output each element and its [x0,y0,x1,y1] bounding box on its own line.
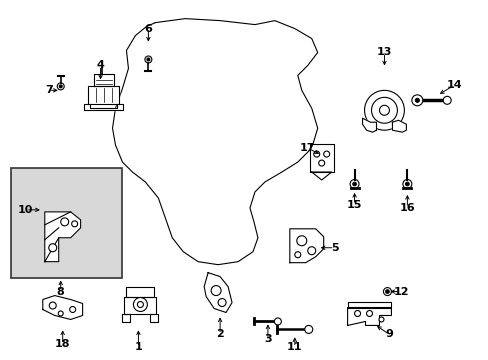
Polygon shape [309,144,333,172]
Polygon shape [126,287,154,297]
Circle shape [218,298,225,306]
Circle shape [58,311,63,316]
Circle shape [144,56,152,63]
Circle shape [442,96,450,104]
Circle shape [352,182,356,186]
Circle shape [366,310,372,316]
Polygon shape [392,120,406,132]
Text: 14: 14 [446,80,461,90]
Text: 9: 9 [385,329,392,339]
Circle shape [69,306,76,312]
Circle shape [274,318,281,325]
Text: 16: 16 [399,203,414,213]
Polygon shape [311,172,331,180]
Circle shape [323,151,329,157]
Text: 7: 7 [45,85,53,95]
Circle shape [211,285,221,296]
Polygon shape [362,118,376,132]
Circle shape [371,97,397,123]
Text: 11: 11 [286,342,302,352]
Circle shape [49,244,57,252]
Circle shape [313,151,319,157]
Circle shape [146,58,149,61]
Polygon shape [347,302,390,307]
Text: 13: 13 [376,48,391,58]
Text: 4: 4 [97,60,104,71]
Polygon shape [289,229,323,263]
Circle shape [411,95,422,106]
Circle shape [61,218,68,226]
Polygon shape [203,273,232,312]
Polygon shape [42,296,82,319]
Circle shape [383,288,390,296]
Circle shape [354,310,360,316]
Polygon shape [112,19,317,265]
Circle shape [405,182,408,186]
Text: 1: 1 [134,342,142,352]
Circle shape [402,180,411,189]
Circle shape [49,302,56,309]
Text: 8: 8 [57,287,64,297]
Circle shape [385,290,388,293]
Circle shape [59,85,62,88]
Polygon shape [93,75,113,86]
Circle shape [318,160,324,166]
Circle shape [414,98,419,102]
Text: 15: 15 [346,200,362,210]
Polygon shape [122,315,130,323]
Text: 18: 18 [55,339,70,349]
Circle shape [137,302,143,307]
Circle shape [304,325,312,333]
Text: 2: 2 [216,329,224,339]
Polygon shape [45,212,81,262]
Text: 17: 17 [300,143,315,153]
Text: 10: 10 [18,205,34,215]
Polygon shape [83,104,123,110]
Circle shape [379,105,388,115]
Polygon shape [87,86,119,104]
Text: 6: 6 [144,24,152,33]
Bar [11,168,122,278]
Circle shape [364,90,404,130]
Circle shape [296,236,306,246]
Circle shape [307,247,315,255]
Circle shape [133,298,147,311]
Circle shape [349,180,358,189]
Circle shape [294,252,300,258]
Polygon shape [150,315,158,323]
Text: 5: 5 [330,243,338,253]
Polygon shape [124,297,156,315]
Circle shape [57,83,64,90]
Circle shape [72,221,78,227]
Polygon shape [347,307,390,325]
Text: 3: 3 [264,334,271,345]
Circle shape [378,317,383,322]
Text: 12: 12 [393,287,408,297]
